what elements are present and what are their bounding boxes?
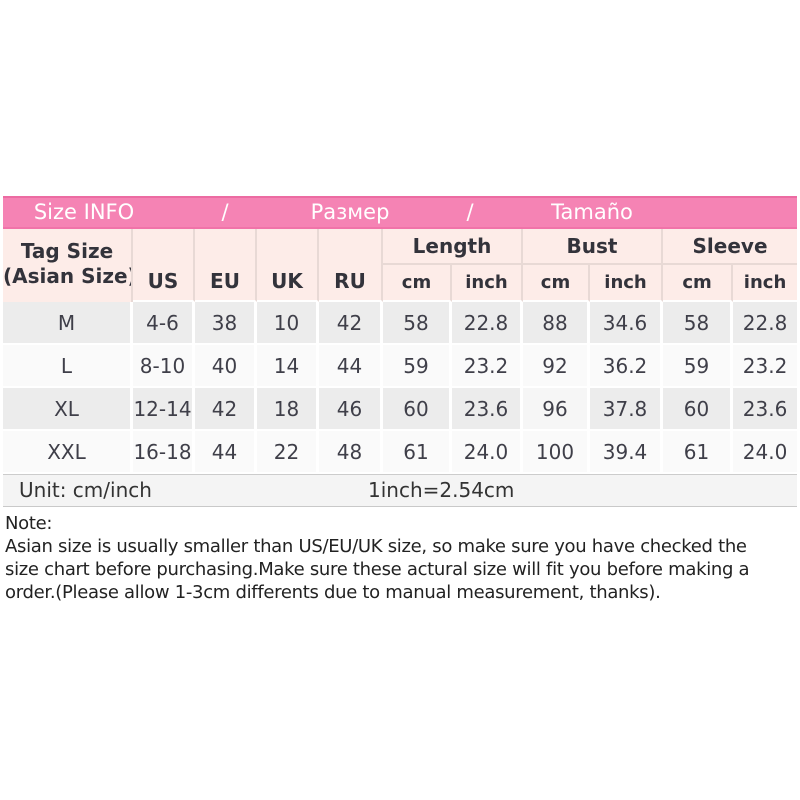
table-cell: 88 [523,302,591,345]
subheader-bust-cm: cm [523,265,591,302]
table-row-l: L 8-10 40 14 44 59 23.2 92 36.2 59 23.2 [3,345,798,388]
table-cell: 4-6 [133,302,195,345]
col-header-us: US [133,229,195,302]
col-header-ru: RU [319,229,383,302]
table-cell: 60 [383,388,452,431]
header-row-units: cm inch cm inch cm inch [3,265,798,302]
table-cell: 36.2 [590,345,664,388]
table-cell: 8-10 [133,345,195,388]
note-label: Note: [5,513,53,534]
subheader-sleeve-inch: inch [733,265,798,302]
title-bar: Size INFO / Размер / Tamaño [3,196,797,229]
table-cell: 100 [523,431,591,474]
table-cell: 12-14 [133,388,195,431]
table-cell: 23.2 [452,345,524,388]
row-label: L [3,345,133,388]
table-cell: 42 [319,302,383,345]
unit-label: Unit: cm/inch [19,478,152,502]
table-cell: 38 [195,302,257,345]
table-cell: 37.8 [590,388,664,431]
table-cell: 46 [319,388,383,431]
row-label: XL [3,388,133,431]
table-cell: 96 [523,388,591,431]
table-cell: 10 [257,302,319,345]
title-separator: / [221,200,229,224]
table-cell: 44 [319,345,383,388]
table-cell: 60 [663,388,734,431]
table-cell: 44 [195,431,257,474]
table-row-m: M 4-6 38 10 42 58 22.8 88 34.6 58 22.8 [3,302,798,345]
table-row-xxl: XXL 16-18 44 22 48 61 24.0 100 39.4 61 2… [3,431,798,474]
table-cell: 23.2 [733,345,798,388]
subheader-length-inch: inch [452,265,524,302]
table-cell: 61 [663,431,734,474]
group-header-sleeve: Sleeve [663,229,798,265]
group-header-length: Length [383,229,524,265]
note-line: order.(Please allow 1-3cm differents due… [5,582,661,603]
size-table: Tag Size (Asian Size) US EU UK RU Length… [3,229,798,474]
size-chart: Size INFO / Размер / Tamaño Tag Size (As… [3,196,798,604]
table-cell: 22.8 [452,302,524,345]
row-label: M [3,302,133,345]
title-tamano: Tamaño [551,200,633,224]
table-cell: 42 [195,388,257,431]
corner-line-2: (Asian Size) [3,263,133,288]
subheader-bust-inch: inch [590,265,664,302]
table-row-xl: XL 12-14 42 18 46 60 23.6 96 37.8 60 23.… [3,388,798,431]
table-cell: 39.4 [590,431,664,474]
title-separator: / [466,200,474,224]
corner-line-1: Tag Size [20,238,114,263]
table-cell: 24.0 [733,431,798,474]
table-cell: 16-18 [133,431,195,474]
col-header-eu: EU [195,229,257,302]
table-cell: 59 [383,345,452,388]
table-cell: 23.6 [452,388,524,431]
corner-header-tag-size: Tag Size (Asian Size) [3,229,133,302]
row-label: XXL [3,431,133,474]
table-cell: 34.6 [590,302,664,345]
title-size-info: Size INFO [33,200,135,224]
table-cell: 48 [319,431,383,474]
header-row-groups: Tag Size (Asian Size) US EU UK RU Length… [3,229,798,302]
table-cell: 61 [383,431,452,474]
table-cell: 14 [257,345,319,388]
group-header-bust: Bust [523,229,664,265]
table-cell: 58 [663,302,734,345]
unit-bar: Unit: cm/inch 1inch=2.54cm [3,474,797,507]
col-header-uk: UK [257,229,319,302]
table-cell: 23.6 [733,388,798,431]
subheader-sleeve-cm: cm [663,265,734,302]
table-cell: 59 [663,345,734,388]
note-line: size chart before purchasing.Make sure t… [5,559,750,580]
table-cell: 58 [383,302,452,345]
table-cell: 18 [257,388,319,431]
inch-conversion: 1inch=2.54cm [368,478,515,502]
table-cell: 40 [195,345,257,388]
subheader-length-cm: cm [383,265,452,302]
note-line: Asian size is usually smaller than US/EU… [5,536,747,557]
table-cell: 24.0 [452,431,524,474]
table-cell: 22.8 [733,302,798,345]
table-cell: 22 [257,431,319,474]
note-section: Note: Asian size is usually smaller than… [3,512,797,604]
table-cell: 92 [523,345,591,388]
title-razmer: Размер [310,200,390,224]
